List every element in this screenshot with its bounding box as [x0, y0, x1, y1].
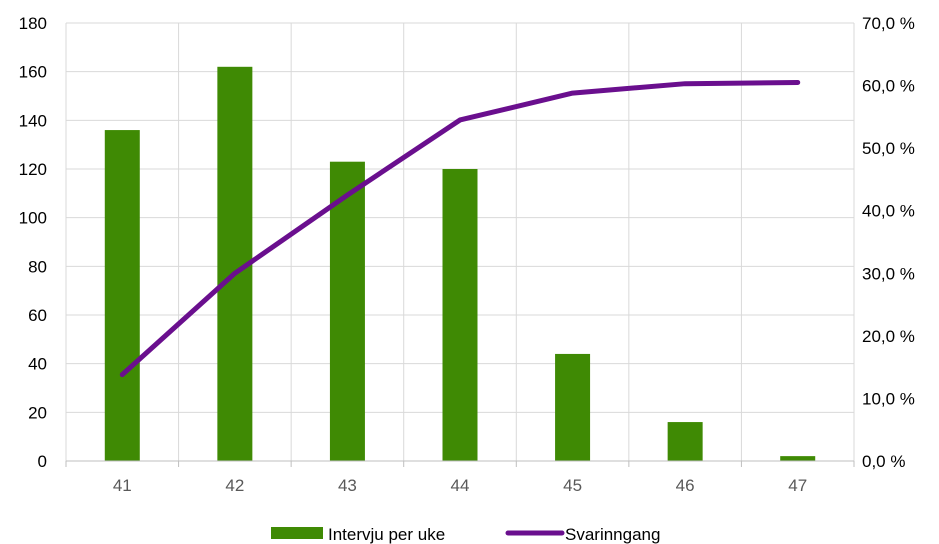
- y-left-tick-label: 80: [28, 257, 47, 276]
- y-right-tick-label: 20,0 %: [862, 327, 915, 346]
- x-tick-label: 43: [338, 476, 357, 495]
- bar: [667, 422, 703, 461]
- x-tick-label: 44: [451, 476, 470, 495]
- x-tick-label: 47: [788, 476, 807, 495]
- x-tick-label: 45: [563, 476, 582, 495]
- y-right-tick-label: 0,0 %: [862, 452, 905, 471]
- bar: [104, 130, 140, 462]
- bar: [780, 456, 816, 461]
- y-left-tick-label: 100: [19, 209, 47, 228]
- y-right-tick-label: 10,0 %: [862, 389, 915, 408]
- x-axis-ticks: 41 42 43 44 45 46 47: [113, 476, 807, 495]
- y-right-tick-label: 70,0 %: [862, 14, 915, 33]
- y-left-tick-label: 20: [28, 403, 47, 422]
- y-left-tick-label: 40: [28, 355, 47, 374]
- legend-label-line: Svarinngang: [565, 525, 660, 544]
- x-tick-label: 46: [676, 476, 695, 495]
- y-left-tick-label: 120: [19, 160, 47, 179]
- y-right-tick-label: 40,0 %: [862, 202, 915, 221]
- x-tick-label: 42: [225, 476, 244, 495]
- line-series: [119, 79, 801, 378]
- y-left-tick-label: 60: [28, 306, 47, 325]
- x-tick-label: 41: [113, 476, 132, 495]
- axes: [65, 460, 855, 467]
- legend-label-bar: Intervju per uke: [328, 525, 445, 544]
- bar-series: [104, 66, 816, 462]
- left-axis-ticks: 0 20 40 60 80 100 120 140 160 180: [19, 14, 47, 471]
- bar: [442, 169, 478, 461]
- legend: Intervju per uke Svarinngang: [271, 525, 660, 544]
- right-axis-ticks: 0,0 % 10,0 % 20,0 % 30,0 % 40,0 % 50,0 % 60,0 …: [862, 14, 915, 471]
- bar: [555, 353, 591, 461]
- legend-swatch-bar: [271, 527, 323, 539]
- y-right-tick-label: 50,0 %: [862, 139, 915, 158]
- bar: [329, 161, 365, 461]
- y-left-tick-label: 180: [19, 14, 47, 33]
- y-left-tick-label: 0: [38, 452, 47, 471]
- y-right-tick-label: 30,0 %: [862, 264, 915, 283]
- y-right-tick-label: 60,0 %: [862, 77, 915, 96]
- y-left-tick-label: 160: [19, 63, 47, 82]
- y-left-tick-label: 140: [19, 111, 47, 130]
